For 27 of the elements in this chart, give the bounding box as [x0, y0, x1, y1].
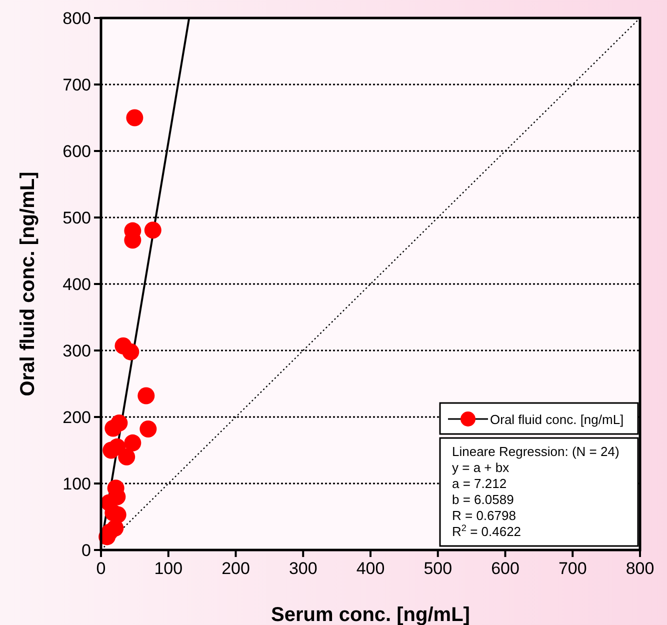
y-tick-label: 700	[62, 76, 91, 94]
annotation: b = 6.0589	[452, 492, 514, 507]
x-axis-title: Serum conc. [ng/mL]	[271, 604, 470, 625]
x-tick-label: 600	[491, 559, 520, 578]
y-tick-label: 500	[62, 208, 91, 228]
annotation: y = a + bx	[452, 460, 510, 475]
x-tick-label: 200	[222, 559, 250, 578]
y-tick-label: 800	[62, 9, 91, 28]
x-tick-label: 300	[288, 559, 318, 578]
x-tick-label: 500	[424, 559, 452, 578]
y-axis-title: Oral fluid conc. [ng/mL]	[17, 172, 39, 396]
x-tick-label: 400	[356, 559, 385, 578]
x-tick-label: 800	[626, 559, 654, 578]
y-tick-label: 300	[62, 342, 91, 360]
x-tick-label: 0	[96, 559, 106, 578]
y-tick-label: 0	[82, 541, 91, 560]
annotation: Lineare Regression: (N = 24)	[452, 444, 620, 459]
y-tick-label: 400	[62, 275, 91, 294]
legend-label: Oral fluid conc. [ng/mL]	[490, 412, 624, 427]
y-tick-label: 100	[62, 474, 91, 494]
x-tick-label: 700	[558, 559, 587, 578]
annotation: a = 7.212	[452, 476, 507, 491]
annotation: R$^{2}$ = 0.4622	[452, 523, 522, 539]
y-tick-label: 200	[62, 408, 91, 427]
x-tick-label: 100	[154, 559, 183, 578]
annotation: R = 0.6798	[452, 508, 516, 523]
y-tick-label: 600	[62, 142, 91, 161]
